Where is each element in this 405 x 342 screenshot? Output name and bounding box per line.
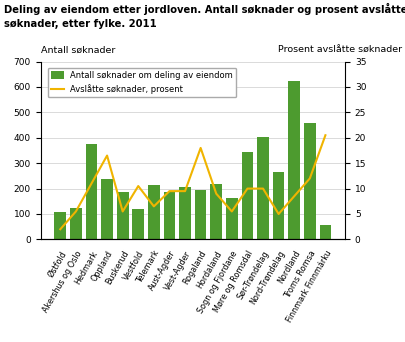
Text: Prosent avslåtte søknader: Prosent avslåtte søknader	[277, 46, 401, 55]
Text: søknader, etter fylke. 2011: søknader, etter fylke. 2011	[4, 19, 156, 29]
Legend: Antall søknader om deling av eiendom, Avslåtte søknader, prosent: Antall søknader om deling av eiendom, Av…	[48, 67, 236, 97]
Bar	[54, 212, 66, 239]
Bar	[319, 225, 330, 239]
Bar	[179, 187, 190, 239]
Bar	[241, 152, 253, 239]
Bar	[101, 179, 113, 239]
Bar	[210, 184, 222, 239]
Bar	[117, 193, 128, 239]
Bar	[288, 81, 299, 239]
Bar	[148, 185, 159, 239]
Bar	[132, 209, 144, 239]
Bar	[256, 137, 268, 239]
Bar	[303, 123, 315, 239]
Text: Deling av eiendom etter jordloven. Antall søknader og prosent avslåtte: Deling av eiendom etter jordloven. Antal…	[4, 3, 405, 15]
Bar	[70, 208, 81, 239]
Bar	[163, 192, 175, 239]
Bar	[226, 198, 237, 239]
Bar	[272, 172, 284, 239]
Text: Antall søknader: Antall søknader	[40, 46, 115, 55]
Bar	[85, 144, 97, 239]
Bar	[194, 190, 206, 239]
